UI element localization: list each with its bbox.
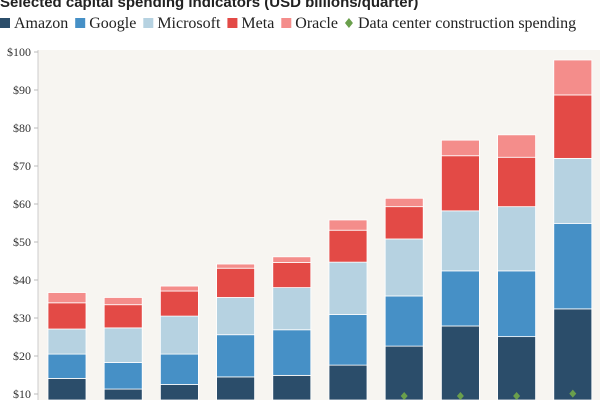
legend: Amazon Google Microsoft Meta Oracle Data cent… [0,15,576,32]
legend-label: Meta [241,15,274,32]
legend-diamond-icon [344,18,353,28]
bar-segment-google [440,270,480,327]
bar-segment-google [553,222,593,310]
data-center-marker [400,392,408,400]
bar-segment-oracle [272,256,312,263]
bar-segment-meta [328,229,368,263]
bar-segment-oracle [328,219,368,231]
bar-segment-microsoft [159,315,199,355]
legend-swatch-meta [227,18,238,28]
y-tick-label: $10 [13,387,31,400]
bar-segment-google [47,353,87,379]
bar-segment-microsoft [328,261,368,315]
y-tick-label: $80 [13,121,31,135]
bar-segment-amazon [384,345,424,400]
bar-segment-meta [216,267,256,298]
data-center-marker [569,389,577,398]
bar-segment-amazon [159,384,199,400]
y-tick-label: $40 [13,273,31,287]
bar-segment-amazon [328,364,368,400]
bar-segment-oracle [159,285,199,292]
bar-segment-microsoft [103,327,143,363]
bar-segment-google [159,353,199,385]
legend-swatch-microsoft [143,18,154,28]
bar-segment-amazon [497,336,537,400]
legend-swatch-amazon [0,18,10,28]
bar-segment-amazon [103,388,143,400]
bar-segment-meta [553,94,593,159]
bar-segment-microsoft [272,287,312,331]
bar-segment-oracle [47,292,87,304]
markers [400,389,577,400]
bar-segment-microsoft [384,238,424,297]
bar-segment-microsoft [440,210,480,272]
bar-segment-oracle [216,263,256,269]
bar-segment-google [497,270,537,338]
y-tick-label: $90 [13,83,31,97]
bar-segment-google [216,334,256,378]
bar-segment-meta [103,304,143,329]
bar-segment-amazon [553,308,593,400]
y-axis: $10 $20 $30 $40 $50 $60 $70 $80 $90 $100 [7,45,38,400]
bar-segment-google [384,295,424,347]
bar-segment-google [328,314,368,366]
bar-segment-meta [47,302,87,330]
legend-swatch-google [75,18,86,28]
legend-label: Amazon [14,15,68,32]
y-tick-label: $70 [13,159,31,173]
legend-label: Google [89,15,136,32]
legend-label: Data center construction spending [358,15,576,32]
bar-segment-oracle [497,134,537,158]
bar-segment-oracle [384,197,424,208]
data-center-marker [513,392,521,400]
bar-segment-meta [384,206,424,240]
bar-segment-oracle [440,139,480,157]
bar-segment-amazon [216,376,256,400]
data-center-marker [456,392,464,400]
bar-segment-meta [497,156,537,208]
y-tick-label: $60 [13,197,31,211]
bar-segment-microsoft [553,157,593,224]
bar-segment-oracle [103,297,143,306]
bar-segment-amazon [440,325,480,400]
bar-segment-meta [440,155,480,212]
legend-swatch-oracle [281,18,292,28]
bar-segment-google [103,362,143,390]
legend-label: Microsoft [157,15,221,32]
bar-segment-microsoft [47,328,87,355]
bar-segment-meta [272,262,312,288]
bar-segment-microsoft [216,297,256,336]
y-tick-label: $100 [7,45,31,59]
y-tick-label: $20 [13,349,31,363]
chart-title: Selected capital spending indicators (US… [0,0,418,11]
bar-segment-amazon [47,378,87,400]
bar-segment-microsoft [497,206,537,272]
y-tick-label: $50 [13,235,31,249]
bars [47,59,593,400]
bar-segment-meta [159,290,199,317]
bar-segment-google [272,329,312,376]
y-tick-label: $30 [13,311,31,325]
legend-label: Oracle [295,15,338,32]
bar-segment-amazon [272,374,312,400]
bar-segment-oracle [553,59,593,96]
